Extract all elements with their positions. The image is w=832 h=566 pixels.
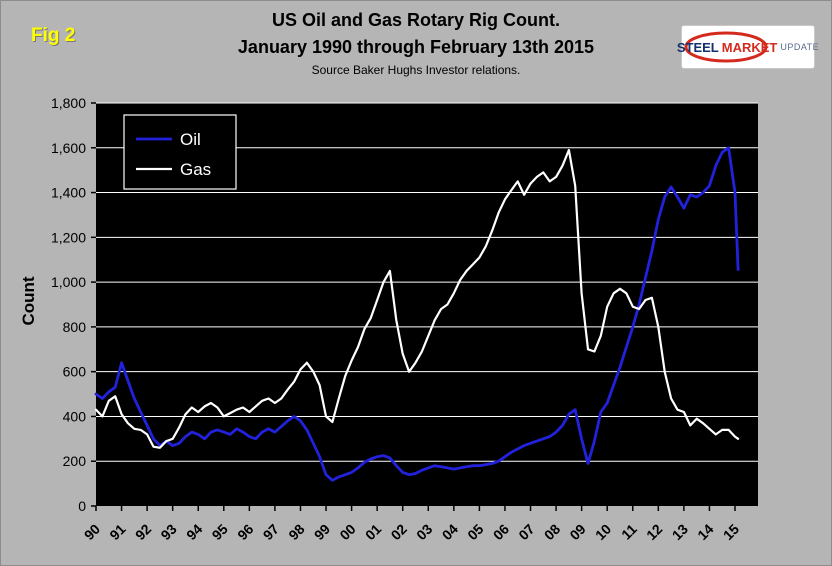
x-tick-label: 09 [566,521,588,543]
y-tick-label: 1,800 [51,95,86,111]
x-tick-label: 07 [515,521,537,543]
x-tick-label: 03 [413,521,435,543]
logo-text: STEEL MARKET UPDATE [677,26,819,68]
figure-label: Fig 2 [31,25,76,46]
x-tick-label: 93 [157,521,179,543]
y-tick-label: 400 [63,408,87,424]
y-tick-label: 1,200 [51,229,86,245]
x-tick-label: 99 [311,521,333,543]
y-tick-label: 1,400 [51,185,86,201]
y-tick-label: 200 [63,453,87,469]
chart-title: US Oil and Gas Rotary Rig Count. [271,10,561,30]
x-tick-label: 12 [643,521,665,543]
y-tick-label: 0 [78,498,86,514]
x-tick-label: 97 [260,521,282,543]
header: US Oil and Gas Rotary Rig Count. January… [1,7,831,77]
x-tick-label: 96 [234,521,256,543]
y-tick-label: 800 [63,319,87,335]
x-tick-label: 14 [694,521,716,543]
x-tick-label: 95 [209,521,231,543]
x-tick-label: 08 [541,521,563,543]
y-axis-title: Count [19,276,38,326]
x-tick-label: 13 [669,521,691,543]
series-line-oil [94,146,740,482]
logo-swoosh-icon [684,31,768,63]
y-tick-label: 600 [63,364,87,380]
y-tick-label: 1,600 [51,140,86,156]
x-tick-label: 15 [720,521,742,543]
x-tick-label: 01 [362,521,384,543]
x-tick-label: 91 [106,521,128,543]
legend-label-gas: Gas [180,160,211,179]
x-tick-label: 10 [592,521,614,543]
logo-word-update: UPDATE [780,42,820,52]
logo-word-steel: STEEL [676,39,719,55]
x-tick-label: 11 [618,521,640,543]
x-tick-label: 94 [183,521,205,543]
steel-market-update-logo: STEEL MARKET UPDATE [677,25,819,69]
x-tick-label: 00 [336,521,358,543]
x-tick-label: 06 [490,521,512,543]
x-tick-label: 04 [439,521,461,543]
legend-label-oil: Oil [180,130,201,149]
chart-subtitle: January 1990 through February 13th 2015 [237,37,595,57]
x-tick-label: 90 [81,521,103,543]
logo-word-market: MARKET [721,39,778,55]
chart-source: Source Baker Hughs Investor relations. [311,63,521,77]
series-line-gas [94,148,740,449]
y-tick-label: 1,000 [51,274,86,290]
x-tick-label: 98 [285,521,307,543]
chart-legend [123,114,237,190]
x-tick-label: 92 [132,521,154,543]
x-tick-label: 05 [464,521,486,543]
x-tick-label: 02 [388,521,410,543]
